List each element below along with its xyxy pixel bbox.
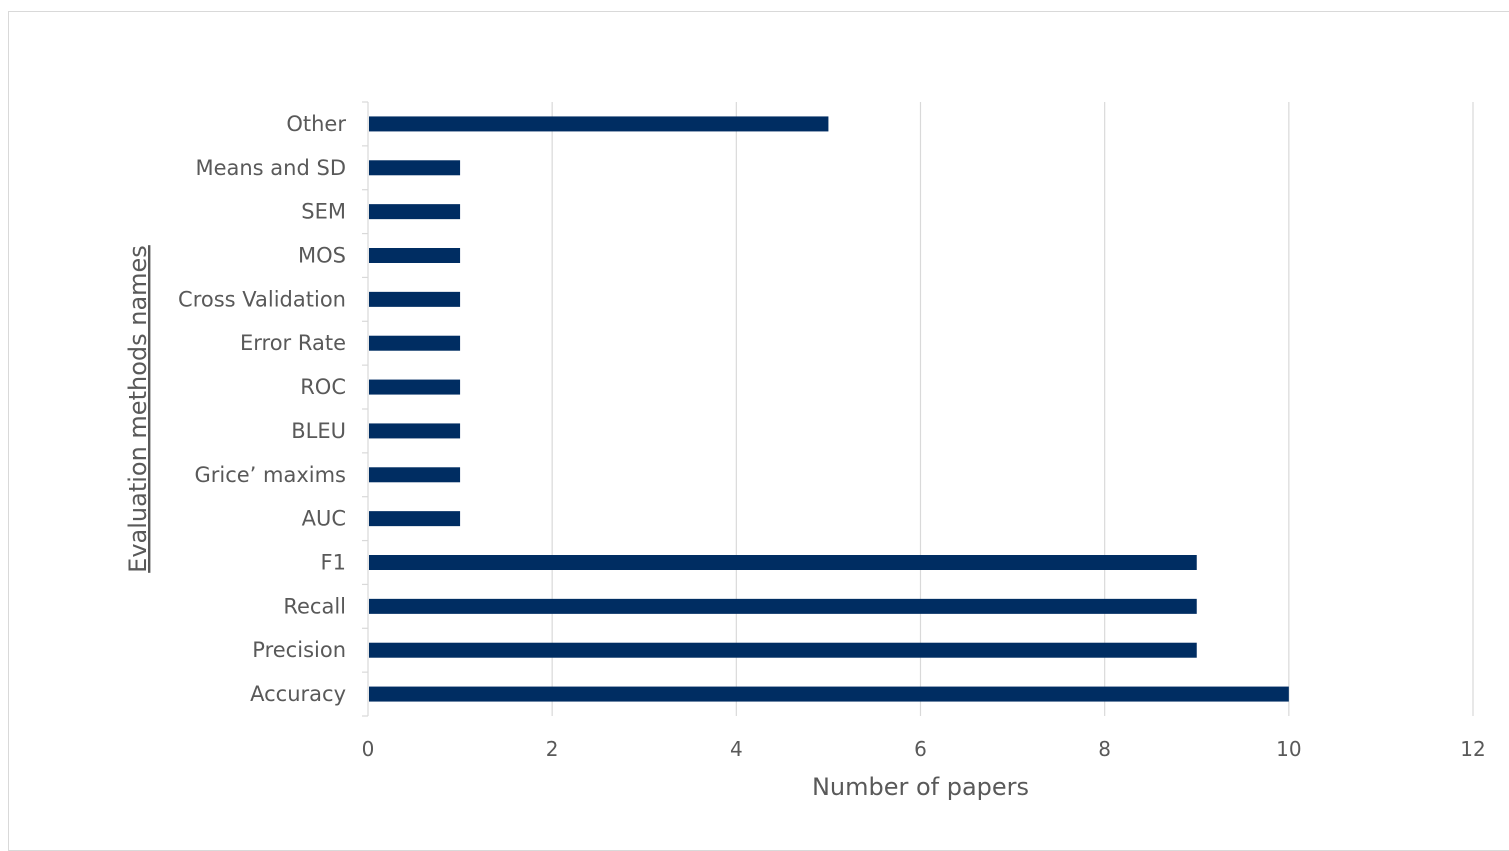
bar-cross-validation	[369, 291, 461, 307]
x-tick-label: 6	[914, 737, 927, 761]
bar-precision	[369, 642, 1197, 658]
bar-error-rate	[369, 335, 461, 351]
category-label: Precision	[252, 638, 346, 662]
category-label: Accuracy	[250, 682, 346, 706]
bar-grice-maxims	[369, 467, 461, 483]
chart-frame	[8, 11, 1509, 851]
category-labels: Accuracy Precision Recall F1 AUC Grice’ maxim…	[178, 112, 346, 706]
category-label: Error Rate	[240, 331, 346, 355]
bar-other	[369, 116, 829, 132]
bar-sem	[369, 204, 461, 220]
bar-recall	[369, 598, 1197, 614]
bars	[369, 116, 1289, 702]
bar-mos	[369, 248, 461, 263]
category-label: Recall	[283, 594, 346, 618]
category-label: ROC	[300, 375, 346, 399]
x-tick-label: 12	[1460, 737, 1485, 761]
category-label: SEM	[301, 200, 346, 224]
bar-bleu	[369, 423, 461, 439]
category-label: Other	[286, 112, 346, 136]
x-tick-label: 10	[1276, 737, 1301, 761]
category-label: BLEU	[291, 419, 346, 443]
x-tick-label: 4	[730, 737, 743, 761]
x-tick-label: 8	[1098, 737, 1111, 761]
category-label: F1	[321, 551, 346, 575]
category-label: Grice’ maxims	[194, 463, 346, 487]
bar-means-and-sd	[369, 160, 461, 176]
bar-accuracy	[369, 686, 1289, 702]
bar-roc	[369, 379, 461, 395]
y-axis-title: Evaluation methods names	[124, 245, 152, 573]
category-label: AUC	[302, 507, 346, 531]
grid-lines	[362, 101, 1474, 717]
x-tick-labels: 0 2 4 6 8 10 12	[362, 737, 1486, 761]
x-tick-label: 2	[546, 737, 559, 761]
bar-f1	[369, 555, 1197, 570]
x-tick-label: 0	[362, 737, 375, 761]
category-label: Means and SD	[195, 156, 346, 180]
category-label: MOS	[298, 244, 346, 268]
bar-auc	[369, 511, 461, 527]
x-axis-title: Number of papers	[812, 773, 1029, 801]
category-label: Cross Validation	[178, 287, 346, 311]
